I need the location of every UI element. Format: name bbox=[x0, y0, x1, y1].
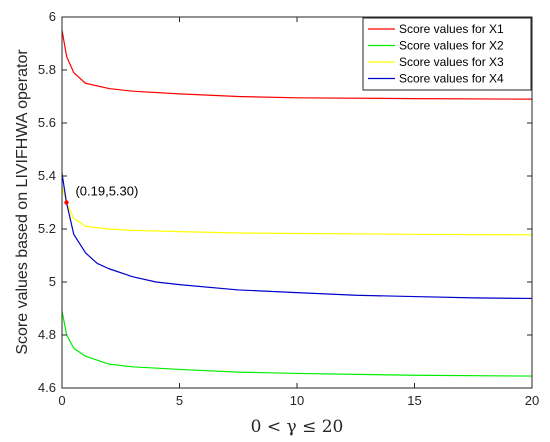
y-tick-label: 5.6 bbox=[38, 115, 56, 130]
y-tick-label: 5.4 bbox=[38, 168, 56, 183]
y-tick-label: 4.8 bbox=[38, 327, 56, 342]
x-tick-label: 0 bbox=[58, 393, 65, 408]
x-tick-label: 10 bbox=[290, 393, 304, 408]
y-tick-label: 5 bbox=[49, 274, 56, 289]
x-axis-ticks: 0 5 10 15 20 bbox=[58, 17, 539, 408]
y-axis-ticks: 4.6 4.8 5 5.2 5.4 5.6 5.8 6 bbox=[38, 9, 532, 395]
annotation-point bbox=[64, 200, 69, 205]
x-tick-label: 20 bbox=[525, 393, 539, 408]
series-line-score-values-for-x4 bbox=[61, 173, 533, 300]
legend-label: Score values for X3 bbox=[399, 55, 504, 69]
x-tick-label: 5 bbox=[176, 393, 183, 408]
annotation-layer: (0.19,5.30) bbox=[64, 184, 138, 205]
legend-label: Score values for X4 bbox=[399, 72, 504, 86]
series-line-score-values-for-x3 bbox=[61, 186, 533, 236]
y-tick-label: 6 bbox=[49, 9, 56, 24]
series-layer bbox=[61, 30, 533, 377]
series-line-score-values-for-x1 bbox=[61, 30, 533, 100]
x-axis-label: 0 < γ ≤ 20 bbox=[251, 417, 344, 437]
series-line-score-values-for-x2 bbox=[61, 311, 533, 377]
annotation-label: (0.19,5.30) bbox=[75, 184, 138, 199]
legend: Score values for X1 Score values for X2 Sc… bbox=[362, 17, 532, 91]
y-tick-label: 5.2 bbox=[38, 221, 56, 236]
legend-label: Score values for X1 bbox=[399, 22, 504, 36]
legend-label: Score values for X2 bbox=[399, 39, 504, 53]
y-axis-label: Score values based on LIVIFHWA operator bbox=[14, 49, 31, 355]
x-tick-label: 15 bbox=[407, 393, 421, 408]
y-tick-label: 5.8 bbox=[38, 62, 56, 77]
y-tick-label: 4.6 bbox=[38, 380, 56, 395]
